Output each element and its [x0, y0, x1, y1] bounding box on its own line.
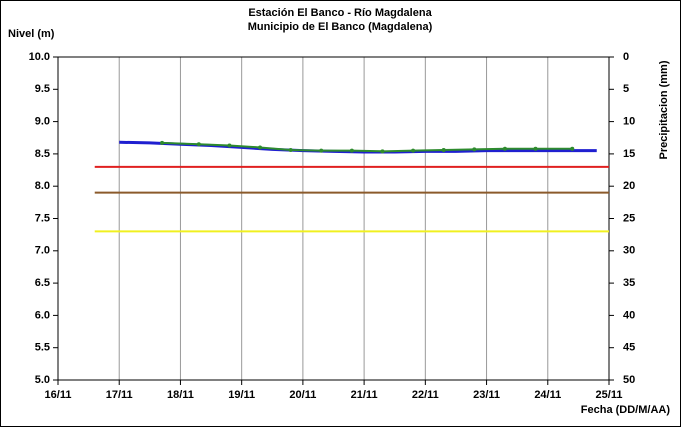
x-tick-label: 22/11	[412, 389, 439, 401]
point	[288, 148, 293, 153]
point	[411, 148, 416, 153]
x-tick-label: 19/11	[228, 389, 255, 401]
y2-tick-label: 30	[623, 245, 635, 257]
point	[227, 143, 232, 148]
y2-tick-label: 5	[623, 83, 629, 95]
x-tick-label: 21/11	[351, 389, 378, 401]
y2-tick-label: 0	[623, 51, 629, 63]
x-tick-label: 23/11	[473, 389, 500, 401]
y-tick-label: 8.0	[35, 180, 50, 192]
series-line	[162, 141, 573, 153]
point	[258, 145, 263, 150]
point	[160, 140, 165, 145]
point	[502, 146, 507, 151]
y2-tick-label: 45	[623, 342, 635, 354]
y-tick-label: 5.5	[35, 342, 50, 354]
plot-area	[57, 56, 610, 381]
y-tick-label: 9.0	[35, 116, 50, 128]
point	[533, 146, 538, 151]
point	[349, 148, 354, 153]
y-tick-label: 6.0	[35, 309, 50, 321]
x-tick-label: 20/11	[289, 389, 316, 401]
y2-tick-label: 15	[623, 148, 635, 160]
y-tick-label: 6.5	[35, 277, 50, 289]
point	[319, 148, 324, 153]
chart-title: Estación El Banco - Río Magdalena	[248, 7, 432, 19]
point	[441, 148, 446, 153]
x-tick-label: 24/11	[534, 389, 561, 401]
y2-tick-label: 35	[623, 277, 635, 289]
y-tick-label: 9.5	[35, 83, 50, 95]
y-tick-label: 7.5	[35, 212, 50, 224]
y-tick-label: 7.0	[35, 245, 50, 257]
point	[472, 147, 477, 152]
point	[570, 146, 575, 151]
y2-axis-label: Precipitacion (mm)	[658, 60, 670, 159]
y-axis-label: Nivel (m)	[8, 28, 55, 40]
chart-subtitle: Municipio de El Banco (Magdalena)	[248, 21, 433, 33]
x-tick-label: 18/11	[167, 389, 194, 401]
y2-tick-label: 25	[623, 212, 635, 224]
y-tick-label: 8.5	[35, 148, 50, 160]
y-tick-label: 5.0	[35, 374, 50, 386]
x-axis-label: Fecha (DD/M/AA)	[581, 404, 671, 416]
y2-tick-label: 20	[623, 180, 635, 192]
y-tick-label: 10.0	[29, 51, 50, 63]
point	[380, 149, 385, 154]
y2-tick-label: 50	[623, 374, 635, 386]
point	[196, 142, 201, 147]
y2-tick-label: 40	[623, 309, 635, 321]
x-tick-label: 25/11	[596, 389, 623, 401]
x-tick-label: 17/11	[106, 389, 133, 401]
y2-tick-label: 10	[623, 116, 635, 128]
x-tick-label: 16/11	[45, 389, 72, 401]
